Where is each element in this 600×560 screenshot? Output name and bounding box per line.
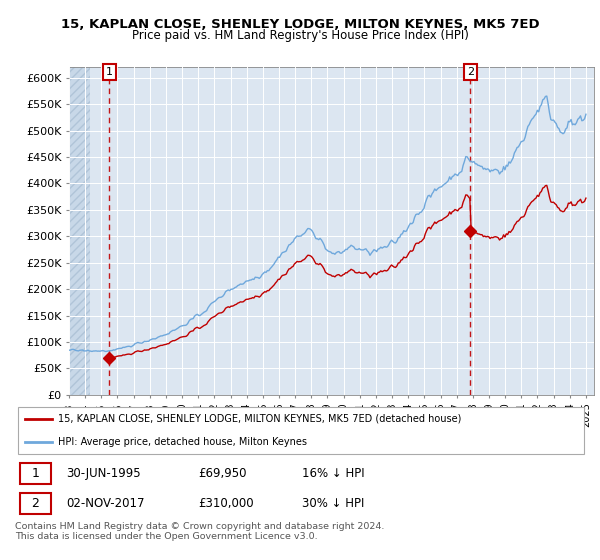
Text: HPI: Average price, detached house, Milton Keynes: HPI: Average price, detached house, Milt… (58, 437, 307, 447)
Text: 02-NOV-2017: 02-NOV-2017 (67, 497, 145, 510)
FancyBboxPatch shape (20, 493, 51, 515)
Text: £310,000: £310,000 (199, 497, 254, 510)
Text: 30% ↓ HPI: 30% ↓ HPI (302, 497, 364, 510)
Text: 2: 2 (31, 497, 39, 510)
Text: £69,950: £69,950 (199, 467, 247, 480)
Text: 1: 1 (31, 467, 39, 480)
FancyBboxPatch shape (18, 407, 584, 454)
Text: 30-JUN-1995: 30-JUN-1995 (67, 467, 141, 480)
Text: 1: 1 (106, 67, 113, 77)
Text: Price paid vs. HM Land Registry's House Price Index (HPI): Price paid vs. HM Land Registry's House … (131, 29, 469, 42)
Text: 16% ↓ HPI: 16% ↓ HPI (302, 467, 364, 480)
Text: 15, KAPLAN CLOSE, SHENLEY LODGE, MILTON KEYNES, MK5 7ED: 15, KAPLAN CLOSE, SHENLEY LODGE, MILTON … (61, 18, 539, 31)
Text: 15, KAPLAN CLOSE, SHENLEY LODGE, MILTON KEYNES, MK5 7ED (detached house): 15, KAPLAN CLOSE, SHENLEY LODGE, MILTON … (58, 414, 461, 424)
Text: 2: 2 (467, 67, 474, 77)
FancyBboxPatch shape (20, 463, 51, 484)
Text: Contains HM Land Registry data © Crown copyright and database right 2024.
This d: Contains HM Land Registry data © Crown c… (15, 522, 385, 542)
